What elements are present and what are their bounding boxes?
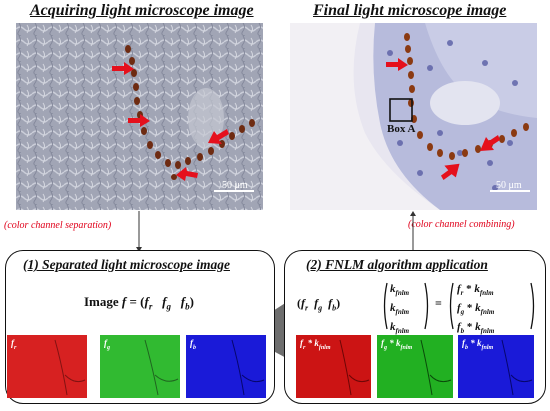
eq-f: f [121, 294, 127, 309]
channel-label-g: fg [104, 338, 110, 351]
eq-close: ) [189, 294, 194, 309]
title-final: Final light microscope image [313, 2, 507, 19]
eq-r: r [148, 301, 153, 312]
box-a-frame [389, 98, 413, 122]
filtered-image-blue: fb * kfnlm [458, 335, 534, 398]
filtered-label-r: fr * kfnlm [300, 338, 331, 351]
final-micrograph-svg [290, 23, 537, 210]
separation-equation: Image f = (fr fg fb) [84, 294, 194, 312]
panel-separated: (1) Separated light microscope image Ima… [5, 250, 275, 404]
filtered-image-red: fr * kfnlm [296, 335, 371, 398]
step-separation-label: (color channel separation) [4, 220, 112, 231]
acquired-micrograph-svg [16, 23, 263, 210]
panel-separated-title: (1) Separated light microscope image [23, 257, 230, 272]
eq-g: g [166, 301, 171, 312]
panel-fnlm: (2) FNLM algorithm application (fr fg fb… [284, 250, 546, 404]
fnlm-equation: (fr fg fb) kfnlm kfnlm kfnlm = fr * kfnl… [297, 281, 537, 336]
filtered-label-b: fb * kfnlm [462, 338, 494, 351]
channel-image-green: fg [100, 335, 180, 398]
acquired-micrograph: 50 μm [16, 23, 263, 210]
channel-image-red: fr [7, 335, 87, 398]
arrow-indicator [208, 129, 229, 144]
scale-bar-label: 50 μm [496, 180, 522, 191]
channel-label-r: fr [11, 338, 17, 351]
box-a-label: Box A [387, 123, 416, 135]
filtered-label-g: fg * kfnlm [381, 338, 413, 351]
channel-image-blue: fb [186, 335, 266, 398]
step-combining-label: (color channel combining) [408, 219, 515, 230]
eq-fg: f [162, 294, 167, 309]
arrow-indicator [176, 167, 198, 181]
title-acquiring: Acquiring light microscope image [30, 2, 254, 19]
filtered-image-green: fg * kfnlm [377, 335, 453, 398]
arrow-indicator [128, 114, 150, 127]
eq-equals: = ( [126, 294, 145, 309]
eq-image-label: Image [84, 294, 122, 309]
final-micrograph: Box A 50 μm [290, 23, 537, 210]
scale-bar-label: 50 μm [222, 180, 248, 191]
eq-b: b [185, 301, 190, 312]
eq-fr: f [144, 294, 149, 309]
arrow-indicator [112, 62, 134, 75]
eq-fb: f [180, 294, 186, 309]
panel-fnlm-title: (2) FNLM algorithm application [306, 257, 488, 272]
channel-label-b: fb [190, 338, 196, 351]
